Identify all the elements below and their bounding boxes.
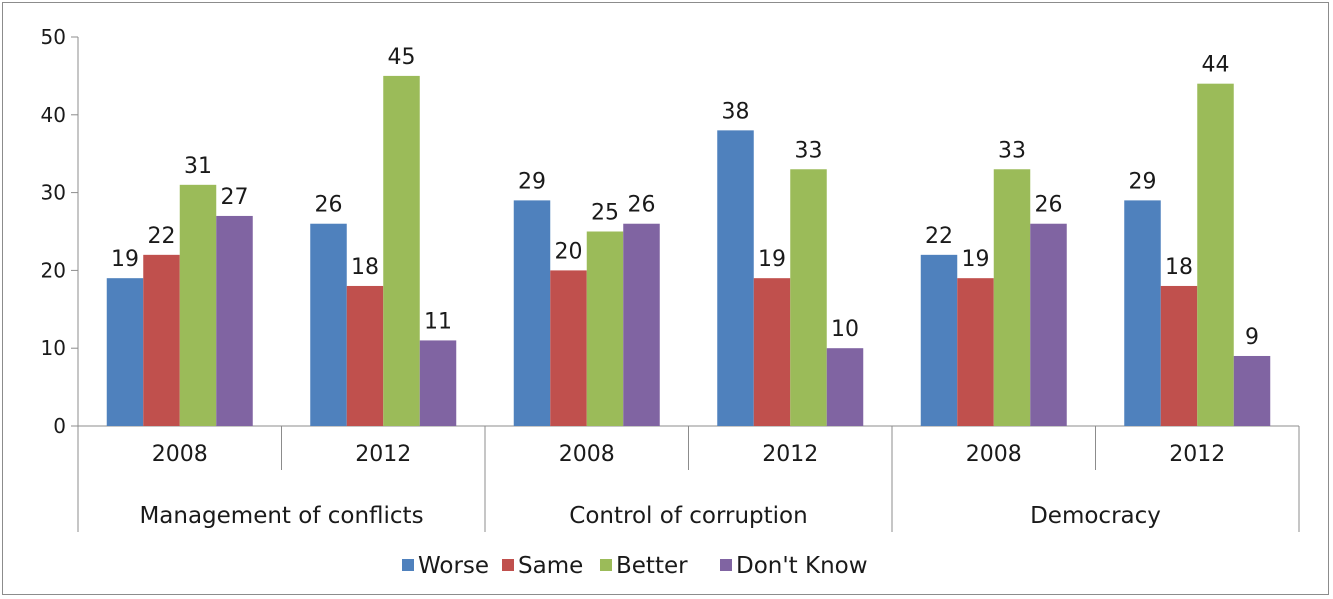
data-label-worse: 19 — [111, 247, 139, 272]
bar-worse — [513, 200, 551, 426]
data-label-better: 33 — [998, 138, 1026, 163]
bar-same — [550, 270, 587, 426]
bar-better — [383, 75, 420, 427]
legend-item-worse: Worse — [402, 553, 489, 579]
data-label-don-t-know: 10 — [831, 317, 859, 342]
bar-same — [753, 278, 791, 426]
legend: Worse Same Better Don't Know — [402, 553, 868, 579]
data-label-don-t-know: 9 — [1245, 325, 1259, 350]
legend-item-better: Better — [600, 553, 688, 579]
data-label-same: 20 — [555, 239, 583, 264]
data-label-worse: 29 — [1129, 169, 1157, 194]
data-label-better: 31 — [184, 154, 212, 179]
bar-same — [1160, 285, 1198, 426]
data-label-don-t-know: 27 — [221, 185, 249, 210]
bar-better — [1197, 83, 1234, 427]
legend-item-don-t-know: Don't Know — [720, 553, 868, 579]
data-label-same: 19 — [962, 247, 990, 272]
y-tick-label: 0 — [53, 414, 66, 438]
data-label-same: 19 — [758, 247, 786, 272]
data-labels: 19 26 29 38 22 29 22 18 20 19 19 18 31 45 25 33 33 44 27 11… — [111, 45, 1259, 350]
bar-same — [346, 285, 384, 426]
bar-better — [993, 169, 1031, 426]
legend-item-same: Same — [502, 553, 583, 579]
legend-label-same: Same — [518, 553, 583, 579]
y-tick-label: 10 — [41, 336, 66, 360]
y-tick-label: 20 — [41, 258, 66, 282]
x-group-label-control-of-corruption: Control of corruption — [569, 503, 807, 529]
legend-swatch-same — [502, 559, 514, 571]
x-category-label: 2012 — [762, 442, 818, 467]
bar-better — [586, 231, 624, 426]
legend-label-don-t-know: Don't Know — [736, 553, 868, 579]
bar-worse — [310, 223, 347, 426]
x-category-label: 2008 — [152, 442, 208, 467]
data-label-better: 44 — [1202, 53, 1230, 78]
chart-svg: 0 10 20 30 40 50 2008 2012 2008 2012 2008 2012 Mana… — [41, 25, 1300, 579]
legend-label-better: Better — [616, 553, 688, 579]
x-axis: 2008 2012 2008 2012 2008 2012 Management of co… — [77, 425, 1300, 532]
bar-better — [790, 169, 827, 426]
data-label-same: 22 — [148, 224, 176, 249]
data-label-worse: 26 — [315, 193, 343, 218]
legend-swatch-better — [600, 559, 612, 571]
y-tick-label: 40 — [41, 103, 66, 127]
x-category-label: 2012 — [355, 442, 411, 467]
y-axis: 0 10 20 30 40 50 — [41, 25, 79, 438]
x-group-label-management-of-conflicts: Management of conflicts — [139, 503, 423, 529]
data-label-worse: 22 — [925, 224, 953, 249]
y-tick-label: 30 — [41, 181, 66, 205]
bar-same — [957, 278, 994, 426]
data-label-worse: 29 — [518, 169, 546, 194]
bar-worse — [717, 130, 754, 427]
x-group-label-democracy: Democracy — [1030, 503, 1161, 529]
bar-don-t-know — [826, 348, 864, 426]
data-label-better: 45 — [388, 45, 416, 70]
data-label-same: 18 — [1165, 255, 1193, 280]
bar-don-t-know — [1233, 355, 1271, 426]
y-tick-label: 50 — [41, 25, 66, 49]
legend-label-worse: Worse — [418, 553, 489, 579]
data-label-same: 18 — [351, 255, 379, 280]
bar-worse — [106, 278, 144, 426]
bar-worse — [920, 254, 958, 426]
legend-swatch-don-t-know — [720, 559, 732, 571]
bar-don-t-know — [623, 223, 660, 426]
bar-worse — [1124, 200, 1161, 426]
bar-don-t-know — [419, 340, 457, 426]
bars — [106, 75, 1271, 427]
bar-don-t-know — [1030, 223, 1067, 426]
data-label-don-t-know: 11 — [424, 309, 452, 334]
bar-don-t-know — [216, 215, 253, 426]
data-label-don-t-know: 26 — [628, 193, 656, 218]
data-label-don-t-know: 26 — [1035, 193, 1063, 218]
x-category-label: 2012 — [1169, 442, 1225, 467]
bar-better — [179, 184, 217, 426]
data-label-worse: 38 — [722, 99, 750, 124]
x-category-label: 2008 — [559, 442, 615, 467]
legend-swatch-worse — [402, 559, 414, 571]
x-category-label: 2008 — [966, 442, 1022, 467]
data-label-better: 33 — [795, 138, 823, 163]
bar-same — [143, 254, 180, 426]
data-label-better: 25 — [591, 201, 619, 226]
